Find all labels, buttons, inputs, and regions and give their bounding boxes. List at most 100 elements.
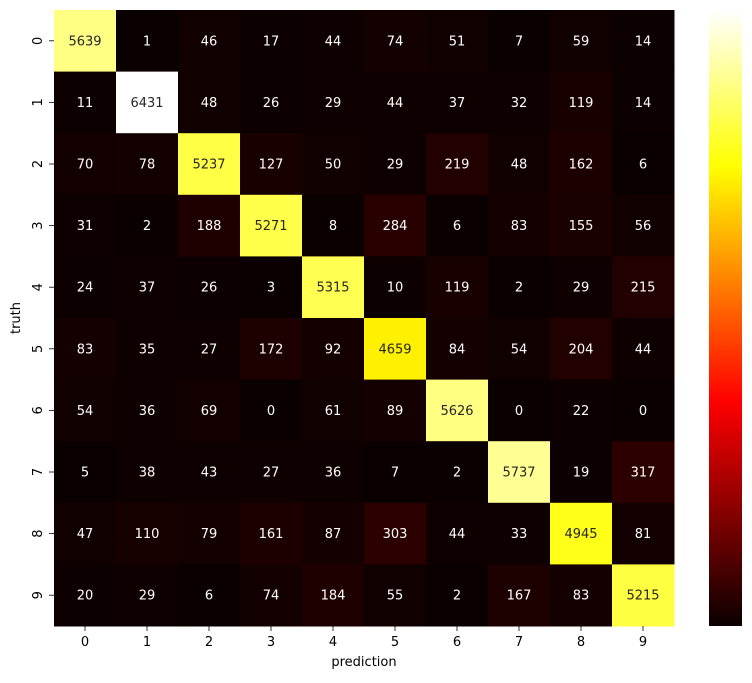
cell-value-label: 87 [325, 527, 342, 542]
y-tick-label: 2 [31, 160, 46, 168]
y-tick-label: 9 [31, 591, 46, 599]
cell-value-label: 5237 [192, 158, 225, 173]
heatmap-cell-3-1 [116, 194, 179, 257]
x-tick-label: 9 [639, 635, 647, 650]
cell-value-label: 162 [569, 158, 594, 173]
cell-value-label: 110 [135, 527, 160, 542]
cell-value-label: 188 [197, 219, 222, 234]
heatmap-cell-8-6 [426, 502, 489, 565]
heatmap-cell-2-6 [426, 133, 489, 196]
cell-value-label: 50 [325, 158, 342, 173]
heatmap-cell-3-8 [550, 194, 613, 257]
cell-value-label: 79 [201, 527, 218, 542]
heatmap-cell-2-5 [364, 133, 427, 196]
x-tick-label: 2 [205, 635, 213, 650]
cell-value-label: 303 [383, 527, 408, 542]
cell-value-label: 155 [569, 219, 594, 234]
colorbar [709, 10, 742, 626]
cell-value-label: 7 [391, 466, 399, 481]
cell-value-label: 3 [267, 281, 275, 296]
cell-value-label: 24 [77, 281, 94, 296]
heatmap-cell-8-0 [54, 502, 117, 565]
x-tick-label: 4 [329, 635, 337, 650]
cell-value-label: 48 [511, 158, 528, 173]
heatmap-cell-7-2 [178, 441, 241, 504]
x-axis-label: prediction [331, 655, 396, 670]
cell-value-label: 161 [259, 527, 284, 542]
heatmap-cell-6-2 [178, 379, 241, 442]
cell-value-label: 11 [77, 96, 94, 111]
heatmap-cell-3-7 [488, 194, 551, 257]
cell-value-label: 83 [573, 589, 590, 604]
heatmap-cell-0-6 [426, 10, 489, 73]
cell-value-label: 29 [573, 281, 590, 296]
heatmap-cell-9-6 [426, 564, 489, 627]
heatmap-cell-7-9 [612, 441, 675, 504]
cell-value-label: 83 [77, 342, 94, 357]
heatmap-cell-3-0 [54, 194, 117, 257]
heatmap-cell-8-8 [550, 502, 613, 565]
heatmap-cell-2-4 [302, 133, 365, 196]
cell-value-label: 26 [263, 96, 280, 111]
cell-value-label: 69 [201, 404, 218, 419]
heatmap-cell-5-2 [178, 318, 241, 381]
heatmap-cell-7-5 [364, 441, 427, 504]
heatmap-cell-6-0 [54, 379, 117, 442]
heatmap-cell-9-2 [178, 564, 241, 627]
heatmap-cell-7-8 [550, 441, 613, 504]
cell-value-label: 172 [259, 342, 284, 357]
heatmap-cell-5-1 [116, 318, 179, 381]
cell-value-label: 70 [77, 158, 94, 173]
heatmap-cell-1-0 [54, 71, 117, 134]
cell-value-label: 36 [139, 404, 156, 419]
heatmap-cell-3-6 [426, 194, 489, 257]
cell-value-label: 7 [515, 34, 523, 49]
cell-value-label: 48 [201, 96, 218, 111]
cell-value-label: 47 [77, 527, 94, 542]
heatmap-cell-2-2 [178, 133, 241, 196]
cell-value-label: 54 [77, 404, 94, 419]
heatmap-cell-1-6 [426, 71, 489, 134]
cell-value-label: 5315 [316, 281, 349, 296]
cell-value-label: 0 [515, 404, 523, 419]
cell-value-label: 2 [453, 589, 461, 604]
heatmap-cell-8-5 [364, 502, 427, 565]
cell-value-label: 43 [201, 466, 218, 481]
cell-value-label: 119 [569, 96, 594, 111]
x-tick-label: 6 [453, 635, 461, 650]
heatmap-cell-7-0 [54, 441, 117, 504]
cell-value-label: 5626 [440, 404, 473, 419]
cell-value-label: 5737 [502, 466, 535, 481]
heatmap-cell-2-7 [488, 133, 551, 196]
heatmap-cell-5-7 [488, 318, 551, 381]
heatmap-cell-4-2 [178, 256, 241, 319]
heatmap-cell-4-3 [240, 256, 303, 319]
heatmap-cell-4-9 [612, 256, 675, 319]
heatmap-cell-9-7 [488, 564, 551, 627]
cell-value-label: 5639 [68, 34, 101, 49]
heatmap-cell-2-1 [116, 133, 179, 196]
cell-value-label: 55 [387, 589, 404, 604]
y-tick-label: 6 [31, 406, 46, 414]
heatmap-cell-8-3 [240, 502, 303, 565]
x-tick-label: 0 [81, 635, 89, 650]
cell-value-label: 74 [387, 34, 404, 49]
cell-value-label: 2 [515, 281, 523, 296]
heatmap-cell-4-8 [550, 256, 613, 319]
heatmap-cell-6-6 [426, 379, 489, 442]
cell-value-label: 84 [449, 342, 466, 357]
heatmap-cell-4-6 [426, 256, 489, 319]
cell-value-label: 184 [321, 589, 346, 604]
x-tick-label: 5 [391, 635, 399, 650]
heatmap-cell-8-4 [302, 502, 365, 565]
heatmap-cell-5-0 [54, 318, 117, 381]
cell-value-label: 284 [383, 219, 408, 234]
cell-value-label: 4945 [564, 527, 597, 542]
heatmap-cell-5-4 [302, 318, 365, 381]
cell-value-label: 2 [453, 466, 461, 481]
cell-value-label: 29 [139, 589, 156, 604]
heatmap-cell-0-4 [302, 10, 365, 73]
cell-value-label: 83 [511, 219, 528, 234]
